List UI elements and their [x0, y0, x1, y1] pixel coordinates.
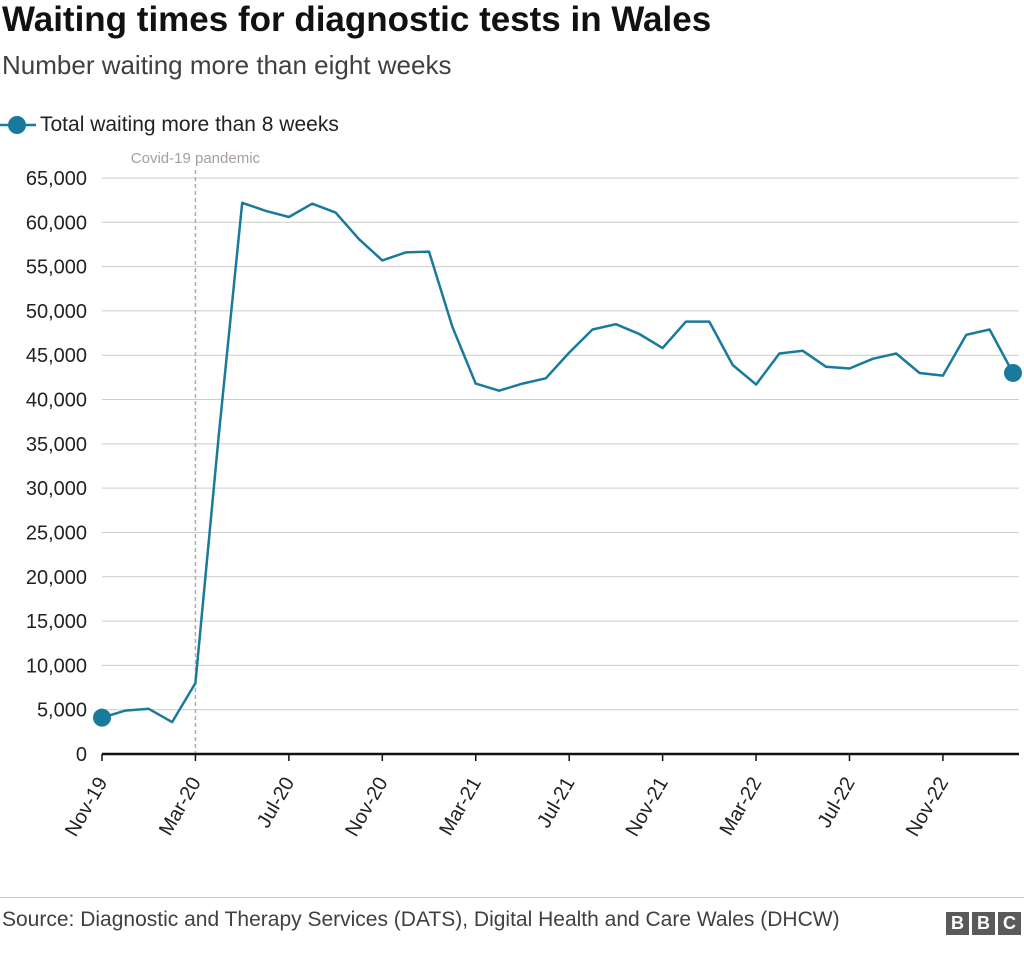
legend: Total waiting more than 8 weeks: [0, 111, 339, 139]
data-point-last: [1004, 363, 1022, 382]
source-note: Source: Diagnostic and Therapy Services …: [2, 908, 840, 931]
x-tick-label: Mar-22: [716, 774, 767, 840]
y-tick-label: 55,000: [26, 257, 87, 279]
series-layer: [93, 201, 1022, 727]
x-tick-label: Mar-20: [155, 774, 206, 840]
x-tick-label: Nov-21: [622, 774, 673, 841]
chart-title: Waiting times for diagnostic tests in Wa…: [2, 0, 712, 39]
logo-letter: C: [998, 912, 1021, 935]
y-tick-label: 35,000: [26, 434, 87, 456]
y-tick-label: 20,000: [26, 567, 87, 589]
x-tick-label: Nov-22: [902, 774, 953, 841]
legend-label: Total waiting more than 8 weeks: [40, 113, 339, 136]
x-tick-label: Jul-20: [253, 774, 299, 832]
annotation-layer: Covid-19 pandemic: [131, 150, 261, 754]
gridlines: [102, 177, 1019, 711]
y-tick-label: 65,000: [26, 168, 87, 190]
logo-letter: B: [946, 912, 969, 935]
y-tick-label: 25,000: [26, 522, 87, 544]
y-tick-label: 5,000: [37, 700, 87, 722]
y-axis: 0 5,000 10,000 15,000 20,000 25,000 30,000 35,0…: [26, 168, 87, 766]
data-point-first: [93, 708, 111, 727]
y-tick-label: 30,000: [26, 478, 87, 500]
y-tick-label: 10,000: [26, 655, 87, 677]
y-tick-label: 0: [76, 744, 87, 766]
y-tick-label: 60,000: [26, 212, 87, 234]
chart-subtitle: Number waiting more than eight weeks: [2, 50, 452, 80]
y-tick-label: 15,000: [26, 611, 87, 633]
x-tick-label: Nov-20: [341, 774, 392, 841]
annotation-label: Covid-19 pandemic: [131, 150, 261, 167]
x-tick-label: Nov-19: [61, 774, 112, 841]
footer-divider: [0, 897, 1024, 898]
x-tick-label: Jul-22: [814, 774, 860, 832]
y-tick-label: 50,000: [26, 301, 87, 323]
x-axis: Nov-19 Mar-20 Jul-20 Nov-20 Mar-21 Jul-21 Nov-…: [61, 752, 1019, 841]
y-tick-label: 40,000: [26, 390, 87, 412]
x-tick-label: Mar-21: [435, 774, 486, 840]
series-line: [101, 201, 1015, 724]
bbc-logo: B B C: [946, 912, 1021, 935]
legend-swatch-icon: [0, 111, 40, 139]
x-tick-label: Jul-21: [533, 774, 579, 832]
y-tick-label: 45,000: [26, 345, 87, 367]
logo-letter: B: [972, 912, 995, 935]
